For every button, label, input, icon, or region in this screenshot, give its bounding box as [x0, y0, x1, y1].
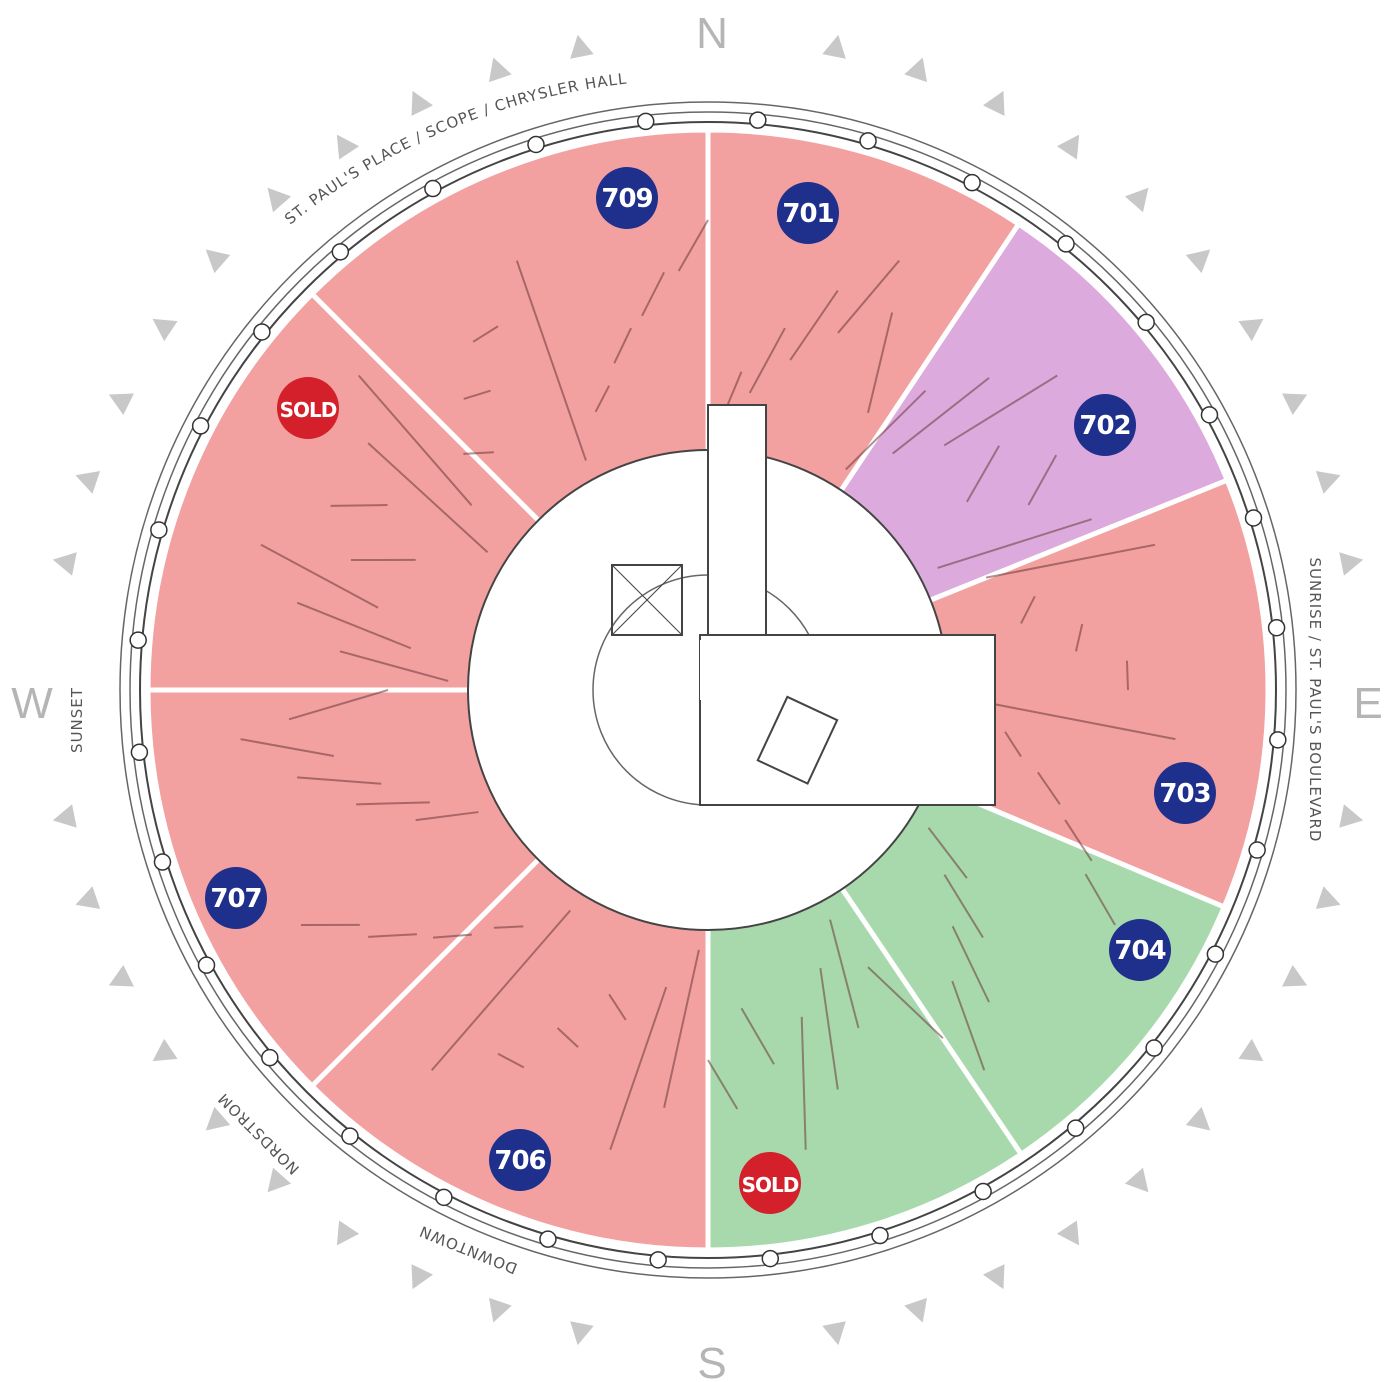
- column: [254, 324, 270, 340]
- view-marker: [104, 384, 134, 415]
- unit-label: 701: [782, 199, 833, 229]
- view-marker: [1057, 1220, 1089, 1252]
- column: [199, 957, 215, 973]
- column: [860, 133, 876, 149]
- column: [750, 112, 766, 128]
- wall: [494, 926, 523, 927]
- column: [1138, 314, 1154, 330]
- column: [1270, 732, 1286, 748]
- unit-label: SOLD: [742, 1173, 799, 1197]
- view-marker: [198, 241, 230, 274]
- view-marker: [566, 32, 594, 58]
- column: [154, 854, 170, 870]
- view-marker: [50, 804, 76, 832]
- view-marker: [1282, 384, 1312, 415]
- column: [425, 181, 441, 197]
- street-east: SUNRISE / ST. PAUL'S BOULEVARD: [1306, 558, 1324, 843]
- column: [131, 744, 147, 760]
- column: [1269, 620, 1285, 636]
- column: [762, 1251, 778, 1267]
- view-marker: [72, 464, 101, 494]
- view-marker: [1238, 1039, 1270, 1071]
- column: [1068, 1120, 1084, 1136]
- column: [1058, 236, 1074, 252]
- unit-label: 709: [601, 184, 652, 214]
- column: [1246, 510, 1262, 526]
- view-marker: [1316, 464, 1345, 494]
- unit-label: SOLD: [280, 398, 337, 422]
- compass-s: S: [697, 1339, 726, 1382]
- wall: [1127, 661, 1128, 690]
- column: [872, 1228, 888, 1244]
- column: [193, 418, 209, 434]
- column: [332, 244, 348, 260]
- column: [540, 1231, 556, 1247]
- corridor-join: [700, 640, 760, 700]
- column: [975, 1183, 991, 1199]
- view-marker: [1186, 1107, 1218, 1140]
- view-marker: [983, 1264, 1014, 1294]
- view-marker: [146, 1039, 178, 1071]
- floor-plan: N S E W ST. PAUL'S PLACE / SCOPE / CHRYS…: [0, 0, 1388, 1382]
- unit-label: 702: [1079, 411, 1130, 441]
- compass-n: N: [696, 9, 728, 58]
- view-marker: [904, 54, 934, 83]
- view-marker: [50, 548, 76, 576]
- column: [151, 522, 167, 538]
- view-marker: [402, 1264, 433, 1294]
- view-marker: [1282, 965, 1312, 996]
- view-marker: [482, 54, 512, 83]
- column: [262, 1050, 278, 1066]
- column: [342, 1128, 358, 1144]
- view-marker: [822, 1321, 850, 1347]
- view-marker: [1339, 548, 1365, 576]
- column: [650, 1252, 666, 1268]
- view-marker: [146, 309, 178, 341]
- column: [130, 632, 146, 648]
- view-marker: [1316, 886, 1345, 916]
- unit-label: 707: [210, 884, 261, 914]
- unit-label: 703: [1159, 779, 1210, 809]
- view-marker: [482, 1298, 512, 1327]
- view-marker: [327, 1220, 359, 1252]
- view-marker: [566, 1321, 594, 1347]
- view-marker: [822, 32, 850, 58]
- view-marker: [1339, 804, 1365, 832]
- view-marker: [259, 180, 292, 212]
- view-marker: [983, 86, 1014, 116]
- view-marker: [327, 128, 359, 160]
- column: [964, 175, 980, 191]
- compass-w: W: [11, 679, 53, 728]
- wall: [331, 505, 388, 506]
- view-marker: [1125, 1168, 1158, 1200]
- compass-e: E: [1353, 679, 1382, 728]
- column: [1146, 1040, 1162, 1056]
- view-marker: [904, 1298, 934, 1327]
- column: [436, 1189, 452, 1205]
- column: [638, 113, 654, 129]
- view-marker: [402, 86, 433, 116]
- column: [528, 136, 544, 152]
- view-marker: [104, 965, 134, 996]
- view-marker: [72, 886, 101, 916]
- unit-label: 704: [1114, 936, 1165, 966]
- view-marker: [1186, 241, 1218, 274]
- view-marker: [1057, 128, 1089, 160]
- unit-label: 706: [494, 1146, 545, 1176]
- column: [1249, 842, 1265, 858]
- view-marker: [1125, 180, 1158, 212]
- street-west: SUNSET: [68, 687, 86, 753]
- street-south: DOWNTOWN: [416, 1222, 520, 1278]
- view-marker: [1238, 309, 1270, 341]
- column: [1207, 946, 1223, 962]
- column: [1201, 407, 1217, 423]
